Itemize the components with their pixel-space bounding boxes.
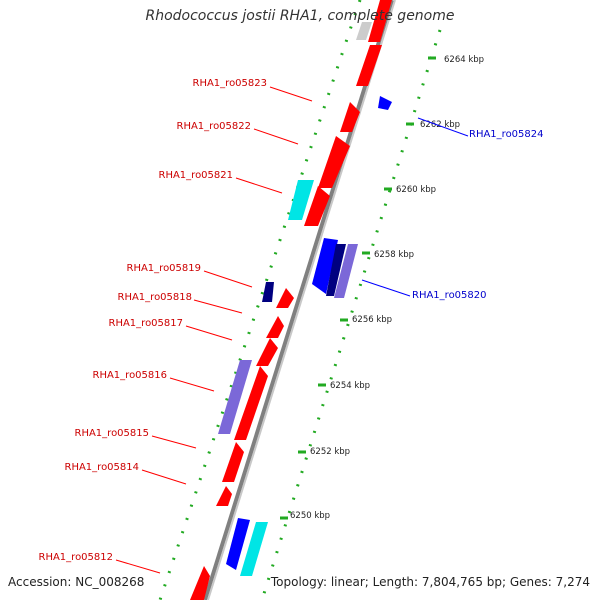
gene-red[interactable] [222, 442, 244, 482]
gene-label[interactable]: RHA1_ro05822 [177, 121, 252, 132]
kbp-label: 6250 kbp [290, 511, 330, 521]
genes-forward [190, 0, 392, 600]
kbp-label: 6254 kbp [330, 381, 370, 391]
gene-cyan[interactable] [240, 522, 268, 576]
gene-red[interactable] [356, 45, 382, 86]
gene-label[interactable]: RHA1_ro05817 [109, 318, 184, 329]
gene-grey[interactable] [356, 22, 372, 40]
gene-blue[interactable] [378, 96, 392, 110]
gene-lavender[interactable] [218, 360, 252, 434]
map-title: Rhodococcus jostii RHA1, complete genome [145, 8, 455, 24]
kbp-label: 6262 kbp [420, 120, 460, 130]
gene-label[interactable]: RHA1_ro05821 [159, 170, 234, 181]
gene-navy[interactable] [262, 282, 274, 302]
gene-red[interactable] [216, 486, 232, 506]
gene-label[interactable]: RHA1_ro05819 [127, 263, 202, 274]
gene-red[interactable] [276, 288, 294, 308]
gene-label[interactable]: RHA1_ro05820 [412, 290, 487, 301]
gene-red[interactable] [340, 102, 360, 132]
gene-lavender[interactable] [334, 244, 358, 298]
gene-label[interactable]: RHA1_ro05823 [193, 78, 268, 89]
gene-label[interactable]: RHA1_ro05815 [75, 428, 150, 439]
gene-red[interactable] [190, 566, 210, 600]
genome-backbone-shadow [207, 0, 396, 600]
genome-summary-text: Topology: linear; Length: 7,804,765 bp; … [270, 575, 590, 589]
leader-lines [115, 86, 469, 574]
gene-label[interactable]: RHA1_ro05812 [39, 552, 114, 563]
kbp-label: 6252 kbp [310, 447, 350, 457]
gene-red[interactable] [234, 366, 268, 440]
gene-label[interactable]: RHA1_ro05818 [118, 292, 193, 303]
gene-red[interactable] [304, 186, 330, 226]
gene-red[interactable] [318, 136, 350, 188]
gene-red[interactable] [266, 316, 284, 338]
kbp-label: 6258 kbp [374, 250, 414, 260]
gene-label[interactable]: RHA1_ro05816 [93, 370, 168, 381]
gene-red[interactable] [256, 338, 278, 366]
accession-text: Accession: NC_008268 [8, 575, 145, 589]
gene-label[interactable]: RHA1_ro05824 [469, 129, 544, 140]
genes-reverse [226, 96, 392, 576]
genome-backbone [203, 0, 394, 600]
kbp-label: 6260 kbp [396, 185, 436, 195]
gene-blue[interactable] [312, 238, 338, 294]
gene-red[interactable] [368, 0, 392, 42]
gene-blue[interactable] [226, 518, 250, 570]
kbp-label: 6264 kbp [444, 55, 484, 65]
kbp-tick-marks [280, 56, 436, 520]
gene-cyan[interactable] [288, 180, 314, 220]
kbp-label: 6256 kbp [352, 315, 392, 325]
gene-label[interactable]: RHA1_ro05814 [65, 462, 140, 473]
gene-navy[interactable] [326, 244, 346, 296]
